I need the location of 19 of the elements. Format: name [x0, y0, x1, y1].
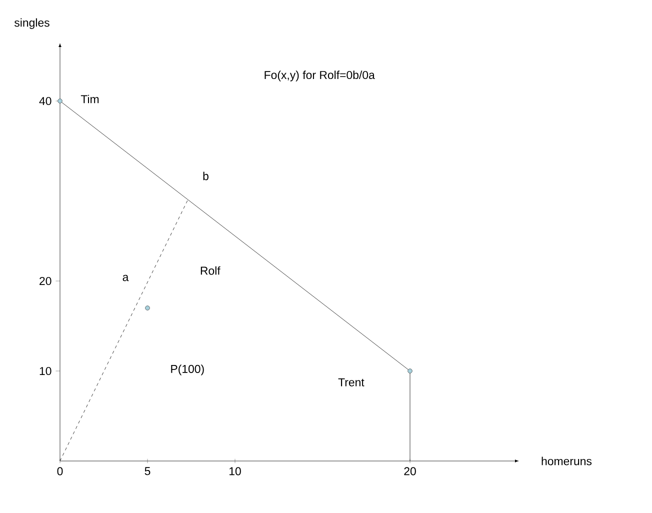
- y-axis-title: singles: [14, 18, 50, 29]
- x-tick-label: 20: [404, 467, 416, 476]
- x-axis-title: homeruns: [542, 456, 592, 466]
- point: [145, 306, 150, 310]
- annotation: Rolf: [200, 266, 220, 275]
- x-tick-label: 0: [57, 467, 63, 476]
- x-tick-label: 10: [230, 467, 241, 476]
- annotation: b: [203, 172, 208, 180]
- y-tick-label: 20: [40, 276, 52, 286]
- point: [408, 368, 412, 374]
- point: [58, 98, 62, 104]
- annotation: Tim: [80, 94, 99, 104]
- y-tick-label: 10: [40, 366, 52, 376]
- y-tick-label: 40: [39, 96, 52, 106]
- annotation: Trent: [338, 378, 364, 386]
- text: Fo(x,y) for Rolf=0b/0a: [264, 70, 375, 82]
- x-tick-label: 5: [144, 467, 150, 476]
- annotation: a: [122, 274, 129, 282]
- annotation: P(100): [171, 364, 204, 376]
